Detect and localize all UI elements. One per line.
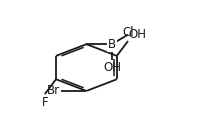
Text: Br: Br <box>47 84 60 97</box>
Text: B: B <box>108 38 116 51</box>
Text: Cl: Cl <box>122 26 134 39</box>
Text: OH: OH <box>103 61 121 74</box>
Text: OH: OH <box>129 28 147 41</box>
Text: F: F <box>42 96 48 109</box>
